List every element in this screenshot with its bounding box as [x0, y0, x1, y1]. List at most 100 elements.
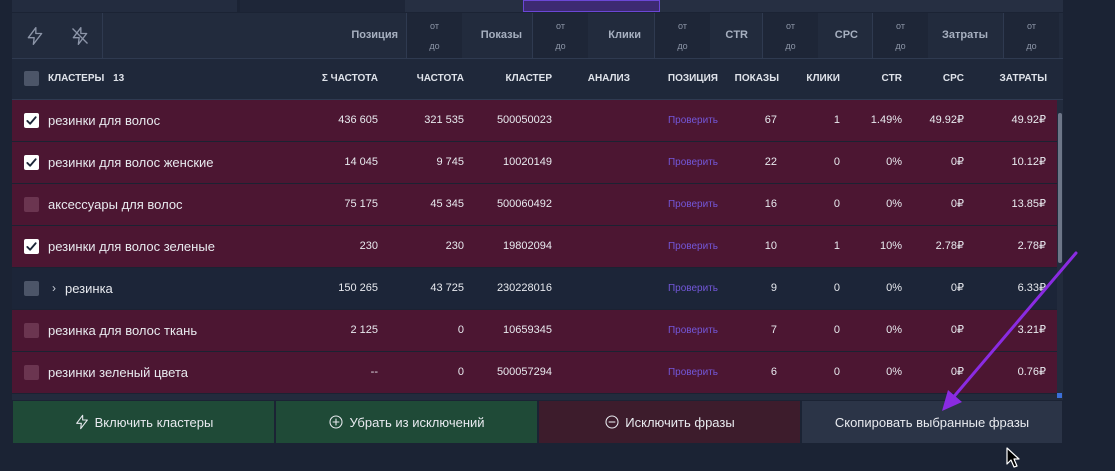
cell-cpc: 0₽: [922, 310, 964, 351]
enable-clusters-button[interactable]: Включить кластеры: [12, 400, 275, 444]
table-row[interactable]: резинки зеленый цвета -- 0 500057294 Провери…: [12, 352, 1057, 394]
filter-range-clicks[interactable]: от до: [654, 13, 710, 58]
cell-cluster: 230228016: [482, 268, 552, 309]
cell-position-check-link[interactable]: Проверить: [652, 142, 718, 183]
filter-to[interactable]: до: [533, 41, 588, 51]
table-row[interactable]: › резинка 150 265 43 725 230228016 Проверить 9…: [12, 268, 1057, 310]
top-strip-segment: [660, 0, 1063, 12]
filter-to[interactable]: до: [655, 41, 710, 51]
column-header-sum-freq[interactable]: Σ ЧАСТОТА?: [308, 59, 378, 99]
cell-freq: 9 745: [398, 142, 464, 183]
table-row[interactable]: аксессуары для волос 75 175 45 345 50006049…: [12, 184, 1057, 226]
filter-from[interactable]: от: [1004, 21, 1059, 31]
column-header-clicks[interactable]: КЛИКИ: [792, 59, 840, 99]
filter-to[interactable]: до: [1004, 41, 1059, 51]
filter-to[interactable]: до: [763, 41, 818, 51]
column-header-ctr[interactable]: CTR: [862, 59, 902, 99]
column-header-clusters[interactable]: КЛАСТЕРЫ 13: [48, 59, 124, 99]
row-checkbox[interactable]: [24, 239, 39, 254]
filter-from[interactable]: от: [533, 21, 588, 31]
remove-exclusions-label: Убрать из исключений: [349, 415, 484, 430]
cell-ctr: 10%: [862, 226, 902, 267]
top-strip-segment: [405, 0, 523, 12]
table-row[interactable]: резинки для волос 436 605 321 535 500050023…: [12, 100, 1057, 142]
table-body: резинки для волос 436 605 321 535 500050023…: [12, 100, 1063, 395]
filter-from[interactable]: от: [655, 21, 710, 31]
column-header-cpc[interactable]: CPC: [922, 59, 964, 99]
cell-costs: 2.78₽: [977, 226, 1046, 267]
top-strip-segment: [12, 0, 237, 12]
row-checkbox[interactable]: [24, 323, 39, 338]
column-header-analysis[interactable]: АНАЛИЗ: [572, 59, 630, 99]
exclude-phrases-button[interactable]: Исключить фразы: [538, 400, 801, 444]
filter-to[interactable]: до: [873, 41, 928, 51]
column-header-position[interactable]: ПОЗИЦИЯ: [652, 59, 718, 99]
bolt-off-icon[interactable]: [57, 13, 102, 58]
cluster-name: резинки для волос зеленые: [48, 226, 215, 267]
cluster-name: резинка: [65, 268, 113, 309]
table-row[interactable]: резинка для волос ткань 2 125 0 10659345 Про…: [12, 310, 1057, 352]
column-header-cluster[interactable]: КЛАСТЕР: [482, 59, 552, 99]
row-checkbox[interactable]: [24, 155, 39, 170]
copy-selected-phrases-button[interactable]: Скопировать выбранные фразы: [801, 400, 1063, 444]
column-header-shows[interactable]: ПОКАЗЫ: [722, 59, 779, 99]
check-icon: [25, 114, 38, 127]
top-strip-active-segment[interactable]: [523, 0, 660, 12]
action-bar: Включить кластеры Убрать из исключений И…: [12, 400, 1063, 444]
row-checkbox[interactable]: [24, 281, 39, 296]
row-checkbox[interactable]: [24, 365, 39, 380]
filter-from[interactable]: от: [407, 21, 462, 31]
cell-shows: 16: [722, 184, 777, 225]
cell-costs: 3.21₽: [977, 310, 1046, 351]
cell-sum-freq: 2 125: [308, 310, 378, 351]
filter-range-shows[interactable]: от до: [532, 13, 588, 58]
cell-position-check-link[interactable]: Проверить: [652, 184, 718, 225]
cell-sum-freq: 436 605: [308, 100, 378, 141]
plus-circle-icon: [328, 414, 344, 430]
top-strip-segment: [240, 0, 405, 12]
filter-to[interactable]: до: [407, 41, 462, 51]
cell-clicks: 0: [792, 142, 840, 183]
column-header-costs[interactable]: ЗАТРАТЫ: [977, 59, 1047, 99]
enable-clusters-label: Включить кластеры: [95, 415, 214, 430]
row-checkbox[interactable]: [24, 197, 39, 212]
filter-range-position[interactable]: от до: [406, 13, 462, 58]
resize-handle[interactable]: [1057, 393, 1062, 398]
filter-range-cpc[interactable]: от до: [872, 13, 928, 58]
mouse-cursor-icon: [1006, 447, 1022, 469]
table-row[interactable]: резинки для волос женские 14 045 9 745 1002…: [12, 142, 1057, 184]
filter-from[interactable]: от: [763, 21, 818, 31]
filter-range-costs[interactable]: от до: [1003, 13, 1059, 58]
filter-label-costs: Затраты: [928, 13, 988, 58]
cell-cpc: 0₽: [922, 142, 964, 183]
cell-cluster: 10659345: [482, 310, 552, 351]
cell-shows: 9: [722, 268, 777, 309]
filter-range-ctr[interactable]: от до: [762, 13, 818, 58]
cell-position-check-link[interactable]: Проверить: [652, 310, 718, 351]
cell-costs: 13.85₽: [977, 184, 1046, 225]
filter-label-clicks: Клики: [588, 13, 641, 58]
filter-label-position: Позиция: [332, 13, 398, 58]
scrollbar-thumb[interactable]: [1058, 113, 1062, 263]
select-all-checkbox[interactable]: [24, 71, 39, 86]
cell-shows: 7: [722, 310, 777, 351]
row-checkbox[interactable]: [24, 113, 39, 128]
table-row[interactable]: резинки для волос зеленые 230 230 19802094 П…: [12, 226, 1057, 268]
cell-position-check-link[interactable]: Проверить: [652, 268, 718, 309]
check-icon: [25, 156, 38, 169]
cell-position-check-link[interactable]: Проверить: [652, 100, 718, 141]
cell-position-check-link[interactable]: Проверить: [652, 226, 718, 267]
cell-costs: 0.76₽: [977, 352, 1046, 393]
filter-label-cpc: CPC: [818, 13, 858, 58]
chevron-right-icon[interactable]: ›: [52, 268, 56, 309]
cell-ctr: 0%: [862, 184, 902, 225]
bolt-icon[interactable]: [12, 13, 57, 58]
filter-from[interactable]: от: [873, 21, 928, 31]
remove-exclusions-button[interactable]: Убрать из исключений: [275, 400, 538, 444]
sum-freq-label: Σ ЧАСТОТА: [322, 73, 378, 84]
cell-position-check-link[interactable]: Проверить: [652, 352, 718, 393]
cell-cluster: 500060492: [482, 184, 552, 225]
cell-cluster: 500050023: [482, 100, 552, 141]
column-header-freq[interactable]: ЧАСТОТА: [398, 59, 464, 99]
cell-ctr: 0%: [862, 268, 902, 309]
